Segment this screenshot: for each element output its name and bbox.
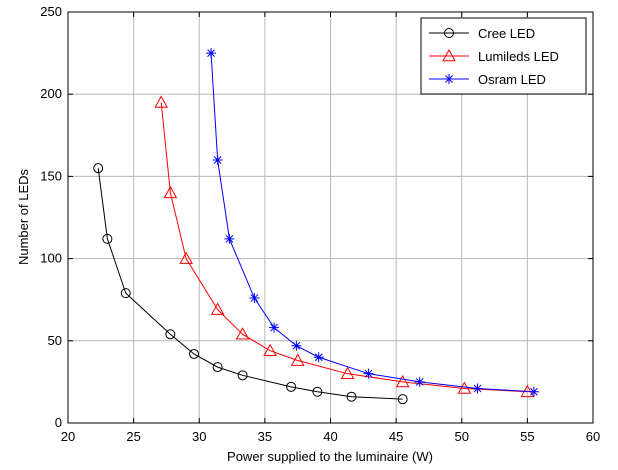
series-line (160, 102, 528, 393)
data-point (165, 329, 176, 340)
series-cree-led (93, 163, 408, 405)
data-point (120, 288, 131, 299)
legend: Cree LED Lumileds LED Osram LED (420, 17, 587, 95)
data-point (237, 370, 248, 381)
y-tick-label: 100 (40, 251, 62, 266)
data-point (163, 185, 178, 199)
y-axis-label: Number of LEDs (16, 168, 31, 265)
data-point (472, 383, 483, 394)
data-point (346, 391, 357, 402)
data-point (249, 293, 260, 304)
data-point (224, 233, 235, 244)
data-point (212, 362, 223, 373)
legend-marker (444, 28, 454, 38)
data-point (290, 353, 305, 366)
y-tick-label: 250 (40, 4, 62, 19)
x-tick-label: 45 (389, 429, 403, 444)
series-osram-led (206, 48, 539, 397)
data-point (206, 48, 217, 59)
legend-marker (444, 74, 454, 84)
data-point (154, 95, 169, 108)
data-point (363, 368, 374, 379)
x-tick-label: 60 (586, 429, 600, 444)
series-line (97, 168, 403, 400)
data-point (263, 343, 277, 356)
legend-label: Osram LED (478, 72, 546, 87)
data-point (340, 366, 355, 379)
legend-marker (442, 48, 456, 62)
data-point (212, 154, 223, 165)
data-point (210, 302, 225, 315)
data-point (397, 394, 408, 405)
x-tick-label: 25 (126, 429, 140, 444)
axis-ticks: 20 25 30 35 40 45 50 55 60 0 50 100 150 200 250 (40, 4, 600, 444)
data-point (269, 322, 280, 333)
y-tick-label: 200 (40, 86, 62, 101)
x-tick-label: 50 (455, 429, 469, 444)
data-point (414, 376, 425, 387)
x-axis-label: Power supplied to the luminaire (W) (227, 449, 433, 464)
data-point (286, 381, 297, 392)
x-tick-label: 35 (258, 429, 272, 444)
data-point (313, 352, 324, 363)
data-series (93, 48, 539, 405)
data-point (312, 386, 323, 397)
data-point (102, 233, 113, 244)
x-tick-label: 20 (61, 429, 75, 444)
data-point (291, 340, 302, 351)
y-tick-label: 50 (48, 333, 62, 348)
data-point (189, 348, 199, 359)
data-point (93, 163, 104, 174)
y-tick-label: 150 (40, 168, 62, 183)
legend-label: Cree LED (478, 26, 535, 41)
data-point (457, 381, 472, 394)
y-tick-label: 0 (55, 415, 62, 430)
x-tick-label: 30 (192, 429, 206, 444)
legend-label: Lumileds LED (478, 49, 559, 64)
data-point (179, 251, 193, 264)
x-tick-label: 55 (520, 429, 534, 444)
data-point (235, 327, 250, 340)
data-point (528, 386, 539, 397)
data-point (395, 374, 410, 388)
x-tick-label: 40 (323, 429, 337, 444)
